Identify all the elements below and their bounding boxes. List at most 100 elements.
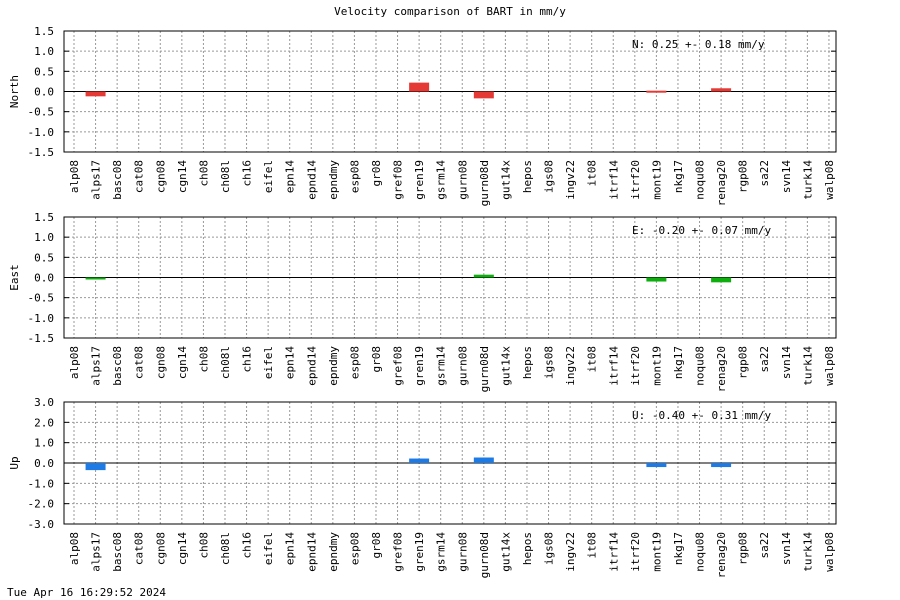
x-tick-label: epnd14	[305, 532, 318, 572]
x-tick-label: sa22	[758, 532, 771, 559]
x-tick-label: ch16	[241, 346, 254, 373]
x-tick-label: basc08	[111, 346, 124, 386]
x-tick-label: epnd14	[305, 160, 318, 200]
y-tick-label: 1.5	[34, 25, 54, 38]
x-tick-label: noqu08	[694, 160, 707, 200]
x-tick-label: gr08	[370, 160, 383, 187]
x-tick-label: alp08	[68, 346, 81, 379]
y-axis-label: East	[8, 264, 21, 291]
x-tick-label: gurn08d	[478, 346, 491, 392]
x-tick-label: walp08	[823, 532, 836, 572]
y-tick-label: -1.0	[28, 312, 55, 325]
bar-alps17	[85, 463, 106, 471]
x-tick-label: cgn14	[176, 532, 189, 565]
x-tick-label: ingv22	[564, 532, 577, 572]
x-tick-label: epn14	[284, 532, 297, 565]
x-tick-label: gren19	[413, 532, 426, 572]
x-tick-label: itrf14	[607, 346, 620, 386]
bar-mont19	[646, 90, 667, 93]
y-tick-label: -3.0	[28, 518, 55, 531]
x-tick-label: ch08	[197, 346, 210, 373]
x-tick-label: cgn14	[176, 346, 189, 379]
x-tick-label: itrf20	[629, 532, 642, 572]
bar-gurn08d	[473, 91, 494, 99]
x-tick-label: gut14x	[499, 160, 512, 200]
x-tick-label: alps17	[90, 532, 103, 572]
x-tick-label: it08	[586, 532, 599, 559]
x-tick-label: hepos	[521, 346, 534, 379]
x-tick-label: turk14	[801, 160, 814, 200]
x-tick-label: cat08	[133, 346, 146, 379]
x-tick-label: nkg17	[672, 532, 685, 565]
x-tick-label: gsrm14	[435, 346, 448, 386]
x-tick-label: gren19	[413, 346, 426, 386]
x-tick-label: gurn08	[456, 160, 469, 200]
x-tick-label: ch16	[241, 532, 254, 559]
y-tick-label: 1.0	[34, 45, 54, 58]
x-tick-label: epnd14	[305, 346, 318, 386]
x-tick-label: cgn08	[154, 532, 167, 565]
x-tick-label: itrf14	[607, 532, 620, 572]
x-tick-label: rgp08	[737, 532, 750, 565]
x-tick-label: ingv22	[564, 160, 577, 200]
bar-alps17	[85, 91, 106, 97]
timestamp: Tue Apr 16 16:29:52 2024	[7, 586, 166, 599]
x-tick-label: gren19	[413, 160, 426, 200]
x-tick-label: alps17	[90, 160, 103, 200]
x-tick-label: noqu08	[694, 346, 707, 386]
x-tick-label: svn14	[780, 346, 793, 379]
x-tick-label: basc08	[111, 532, 124, 572]
x-tick-label: itrf20	[629, 160, 642, 200]
y-tick-label: -1.0	[28, 477, 55, 490]
x-tick-label: gut14x	[499, 346, 512, 386]
y-tick-label: 3.0	[34, 396, 54, 409]
y-axis-label: North	[8, 75, 21, 108]
x-tick-label: cgn08	[154, 160, 167, 193]
y-tick-label: 1.0	[34, 437, 54, 450]
x-tick-label: gref08	[392, 160, 405, 200]
x-tick-label: epndmy	[327, 532, 340, 572]
x-tick-label: gref08	[392, 532, 405, 572]
x-tick-label: ch08	[197, 532, 210, 559]
bar-gren19	[409, 82, 430, 92]
x-tick-label: svn14	[780, 532, 793, 565]
y-tick-label: 1.0	[34, 231, 54, 244]
y-tick-label: 0.0	[34, 86, 54, 99]
x-tick-label: gurn08	[456, 346, 469, 386]
x-tick-label: ch08l	[219, 346, 232, 379]
x-tick-label: itrf20	[629, 346, 642, 386]
bar-gurn08d	[473, 457, 494, 463]
bar-mont19	[646, 277, 667, 282]
x-tick-label: svn14	[780, 160, 793, 193]
x-tick-label: alp08	[68, 532, 81, 565]
x-tick-label: walp08	[823, 160, 836, 200]
bar-renag20	[711, 88, 732, 92]
x-tick-label: igs08	[543, 346, 556, 379]
x-tick-label: itrf14	[607, 160, 620, 200]
x-tick-label: it08	[586, 346, 599, 373]
x-tick-label: gurn08	[456, 532, 469, 572]
x-tick-label: ch08	[197, 160, 210, 187]
x-tick-label: cat08	[133, 532, 146, 565]
y-tick-label: 0.5	[34, 65, 54, 78]
y-tick-label: 2.0	[34, 416, 54, 429]
x-tick-label: renag20	[715, 160, 728, 206]
x-tick-label: gsrm14	[435, 532, 448, 572]
chart-title: Velocity comparison of BART in mm/y	[334, 5, 566, 18]
x-tick-label: esp08	[348, 346, 361, 379]
y-tick-label: -0.5	[28, 106, 55, 119]
x-tick-label: alps17	[90, 346, 103, 386]
x-tick-label: gr08	[370, 346, 383, 373]
x-tick-label: gurn08d	[478, 160, 491, 206]
x-tick-label: eifel	[262, 160, 275, 193]
x-tick-label: cgn14	[176, 160, 189, 193]
stat-label: E: -0.20 +- 0.07 mm/y	[632, 224, 771, 237]
x-tick-label: rgp08	[737, 160, 750, 193]
x-tick-label: hepos	[521, 532, 534, 565]
x-tick-label: gurn08d	[478, 532, 491, 578]
y-tick-label: -0.5	[28, 292, 55, 305]
stat-label: N: 0.25 +- 0.18 mm/y	[632, 38, 765, 51]
x-tick-label: renag20	[715, 532, 728, 578]
y-tick-label: 0.5	[34, 251, 54, 264]
